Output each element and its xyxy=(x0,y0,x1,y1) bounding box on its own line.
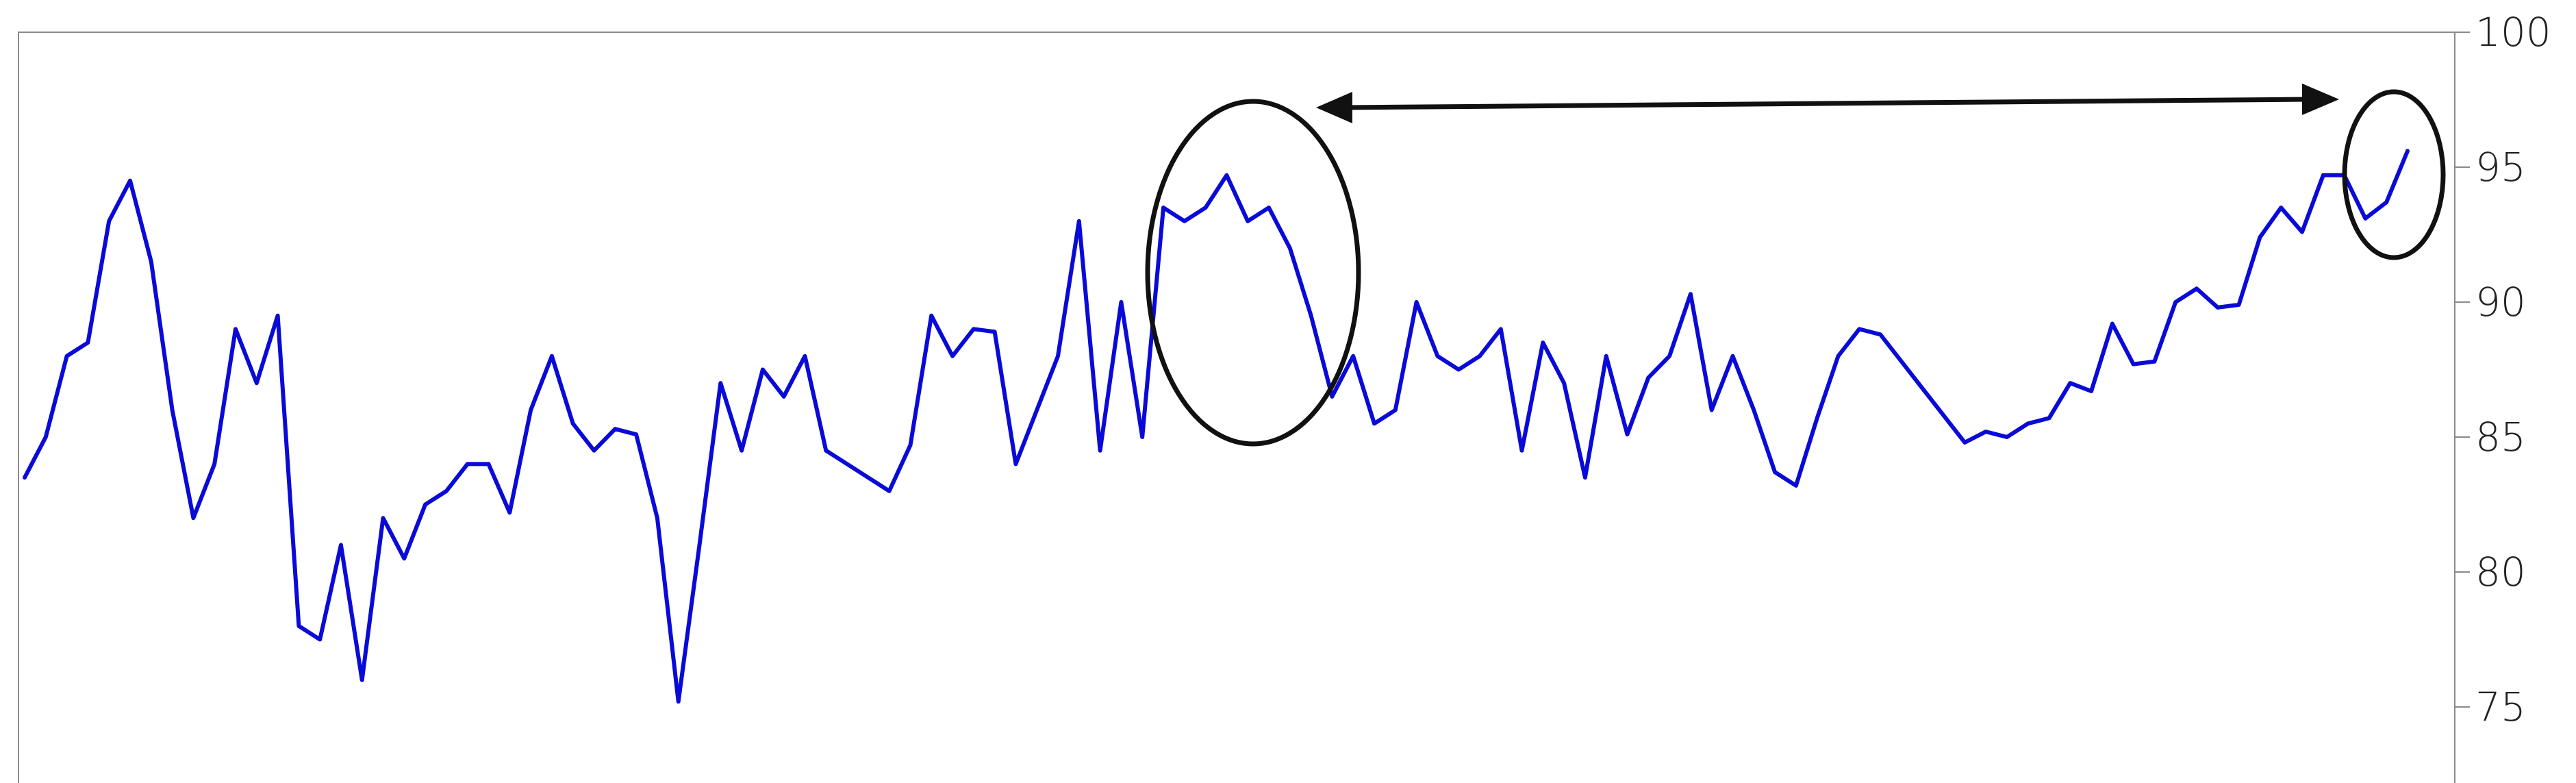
arrowhead-left xyxy=(1316,92,1352,123)
plot-frame xyxy=(18,32,2455,783)
highlight-ellipse-right xyxy=(2342,89,2446,260)
series-layer xyxy=(23,149,2410,704)
y-axis: 75 80 85 90 95 100 xyxy=(2455,9,2551,730)
highlight-ellipse-left xyxy=(1145,99,1361,447)
annotation-layer xyxy=(1145,84,2446,447)
y-tick-label-90: 90 xyxy=(2475,279,2526,325)
y-tick-label-85: 85 xyxy=(2475,414,2526,460)
arrowhead-right xyxy=(2302,84,2339,115)
y-tick-label-100: 100 xyxy=(2475,9,2551,55)
double-arrow-line xyxy=(1345,97,2308,110)
y-tick-label-80: 80 xyxy=(2475,549,2526,595)
series-line xyxy=(23,149,2410,704)
y-tick-label-95: 95 xyxy=(2475,144,2526,190)
y-tick-label-75: 75 xyxy=(2475,684,2526,730)
